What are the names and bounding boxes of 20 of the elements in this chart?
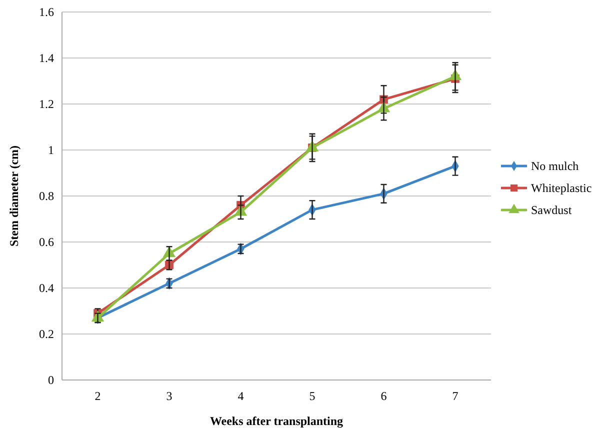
y-tick-label: 0.6 bbox=[39, 235, 54, 250]
x-tick-label: 7 bbox=[452, 389, 458, 403]
x-tick-label: 2 bbox=[94, 389, 101, 403]
legend-label: Whiteplastic bbox=[531, 181, 592, 196]
y-tick-label: 0.2 bbox=[39, 327, 54, 342]
y-tick-label: 1 bbox=[48, 143, 54, 158]
x-axis-title: Weeks after transplanting bbox=[210, 414, 344, 428]
x-tick-label: 6 bbox=[380, 389, 387, 403]
y-axis-title: Stem diameter (cm) bbox=[7, 145, 21, 247]
x-tick-label: 5 bbox=[309, 389, 316, 403]
y-tick-label: 1.2 bbox=[39, 97, 54, 112]
y-tick-label: 0.4 bbox=[39, 281, 54, 296]
y-tick-label: 1.4 bbox=[39, 51, 54, 66]
y-tick-label: 0.8 bbox=[39, 189, 54, 204]
y-tick-label: 0 bbox=[48, 373, 54, 388]
y-tick-label: 1.6 bbox=[39, 5, 54, 20]
x-tick-label: 4 bbox=[238, 389, 244, 403]
x-tick-label: 3 bbox=[166, 389, 172, 403]
legend-label: Sawdust bbox=[531, 203, 572, 218]
legend-label: No mulch bbox=[531, 159, 579, 174]
